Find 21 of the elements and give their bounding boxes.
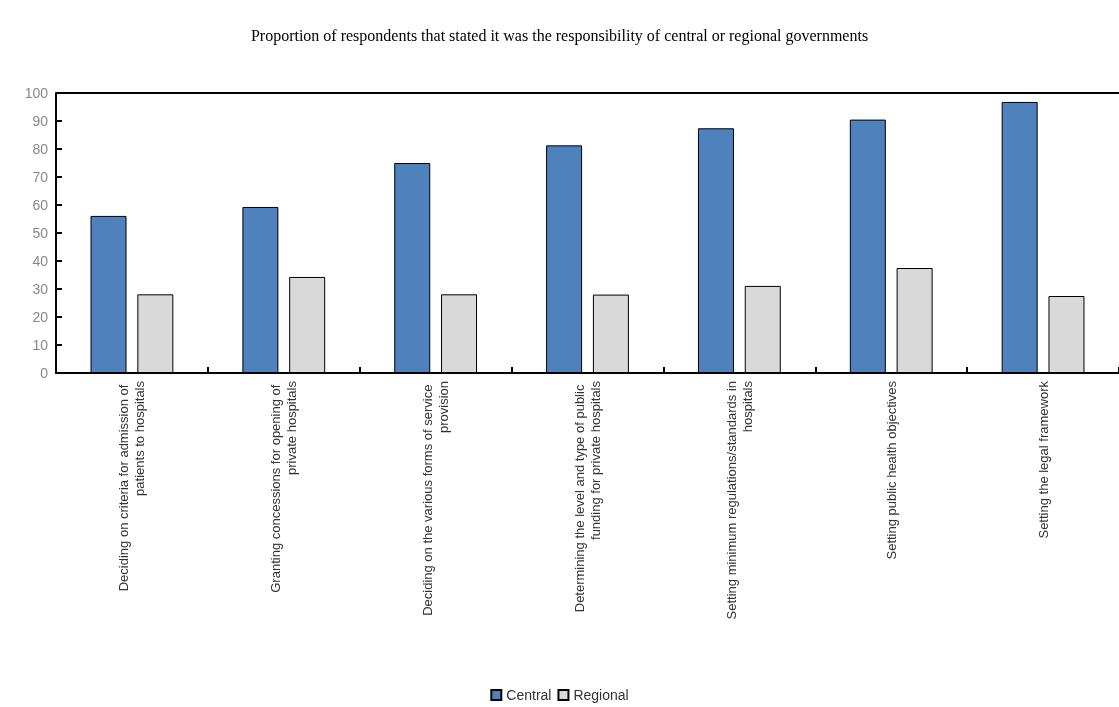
legend-label: Regional	[573, 687, 629, 703]
y-tick-label: 40	[32, 253, 49, 269]
x-tick-label: Granting concessions for opening of private hospitals	[268, 380, 300, 593]
x-tick-label: Deciding on criteria for admission of patients to hospitals	[116, 380, 148, 592]
y-tick-label: 20	[32, 309, 49, 325]
x-tick-label: Setting the legal framework	[1035, 380, 1051, 539]
x-tick-label: Setting public health objectives	[883, 380, 899, 560]
x-tick-label: Determining the level and type of public funding for private hospitals	[572, 380, 603, 613]
legend-label: Central	[506, 687, 552, 703]
y-tick-label: 90	[32, 113, 49, 129]
y-tick-label: 100	[24, 85, 49, 101]
y-tick-label: 70	[32, 169, 49, 185]
x-tick-label: Setting minimum regulations/standards in hospitals	[723, 380, 755, 620]
y-tick-label: 80	[32, 141, 49, 157]
x-tick-label: Deciding on the various forms of service provision	[420, 381, 452, 616]
y-tick-label: 10	[32, 337, 49, 353]
y-tick-label: 60	[32, 197, 49, 213]
y-tick-label: 30	[32, 281, 49, 297]
y-tick-label: 0	[40, 365, 49, 381]
chart-title: Proportion of respondents that stated it was the responsibility of central or regional governments	[250, 26, 869, 45]
y-tick-label: 50	[32, 225, 49, 241]
